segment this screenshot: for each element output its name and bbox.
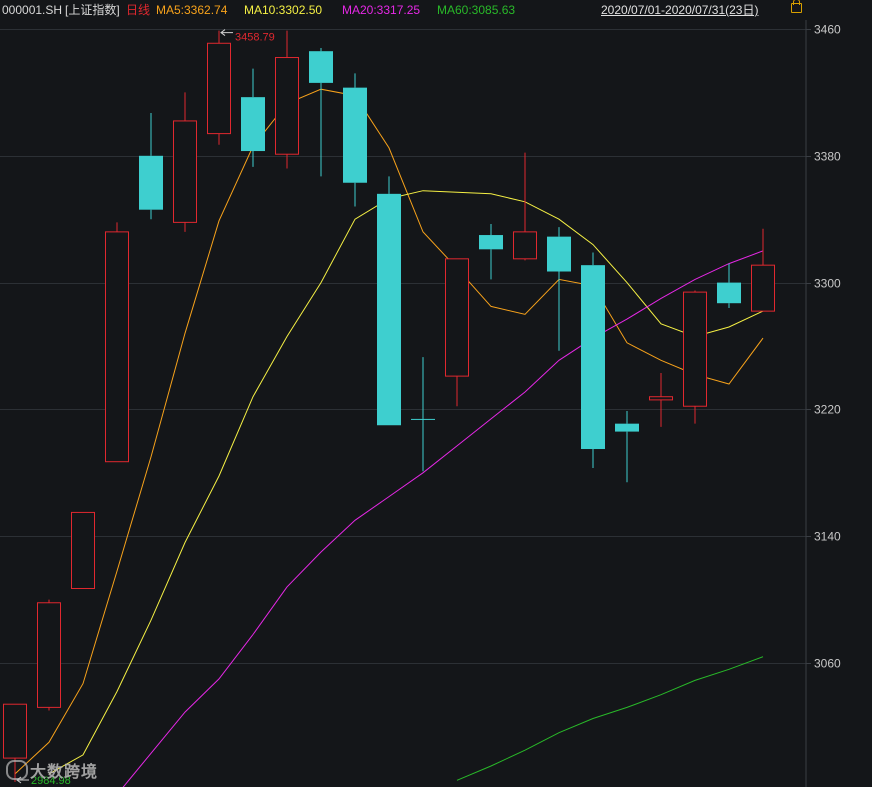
candle [343,73,367,207]
ma10-legend: MA10:3302.50 [244,3,323,17]
candle [377,176,401,426]
period-label[interactable]: 日线 [126,3,151,17]
candle [581,252,605,469]
ma60-line [456,656,764,781]
y-tick-label: 3300 [814,277,841,291]
high-label: 3458.79 [235,32,275,44]
grid-layer [0,29,806,664]
candle-body [105,231,129,463]
ma10-line [48,190,764,775]
ma60-legend: MA60:3085.63 [437,3,516,17]
candle [241,68,265,167]
index-name[interactable]: [上证指数] [65,3,120,17]
candle [683,290,707,424]
candle [411,357,435,472]
candle-body [615,423,639,432]
low-label: 2984.98 [31,775,71,787]
candle-body [649,396,673,401]
candle [751,228,775,312]
high-arrow [220,29,233,36]
y-tick-label: 3140 [814,530,841,544]
ma5-line [14,88,764,775]
ma5-legend: MA5:3362.74 [156,3,228,17]
y-tick-label: 3060 [814,657,841,671]
watermark: 大数跨境 [30,764,99,781]
ma20-line [122,250,764,787]
candle [445,258,469,407]
candle-body [173,120,197,223]
candle [3,703,27,782]
y-tick-label: 3460 [814,23,841,37]
candle-body [275,57,299,155]
candle-layer [3,30,775,782]
candle-body [513,231,537,260]
candle-body [377,193,401,426]
annotation-layer: 3458.79 2984.98 [16,29,275,787]
watermark-logo-icon [6,760,28,780]
candle-body [71,511,95,590]
lock-icon[interactable] [791,0,802,13]
candle [105,222,129,463]
candle-body [241,97,265,152]
candle [717,263,741,308]
candle-body [717,282,741,304]
candle [37,599,61,711]
candle [173,92,197,232]
candle-body [479,235,503,250]
price-axis: 3060 3140 3220 3300 3380 3460 [805,20,841,787]
candle-body [411,418,435,420]
candle-body [37,602,61,708]
candle-body [139,155,163,210]
candle-body [207,42,231,135]
candle [71,511,95,590]
ma20-legend: MA20:3317.25 [342,3,421,17]
candle [207,30,231,145]
symbol-code[interactable]: 000001.SH [2,3,63,17]
candle [513,152,537,261]
candle [479,223,503,280]
y-tick-label: 3380 [814,150,841,164]
candle [649,372,673,427]
candle-body [683,291,707,407]
candle-body [3,703,27,759]
y-tick-label: 3220 [814,403,841,417]
candle-body [751,264,775,312]
chart-header: 000001.SH [上证指数] 日线 MA5:3362.74 MA10:330… [0,0,872,20]
moving-average-layer [14,88,764,787]
candle-body [309,51,333,83]
candle-body [445,258,469,377]
candle-body [343,87,367,183]
date-range[interactable]: 2020/07/01-2020/07/31(23日) [601,3,759,17]
candle-body [547,236,571,272]
candle [615,410,639,483]
candle [309,48,333,177]
candle [547,227,571,351]
candle-body [581,265,605,450]
candle [275,30,299,169]
candle [139,113,163,220]
